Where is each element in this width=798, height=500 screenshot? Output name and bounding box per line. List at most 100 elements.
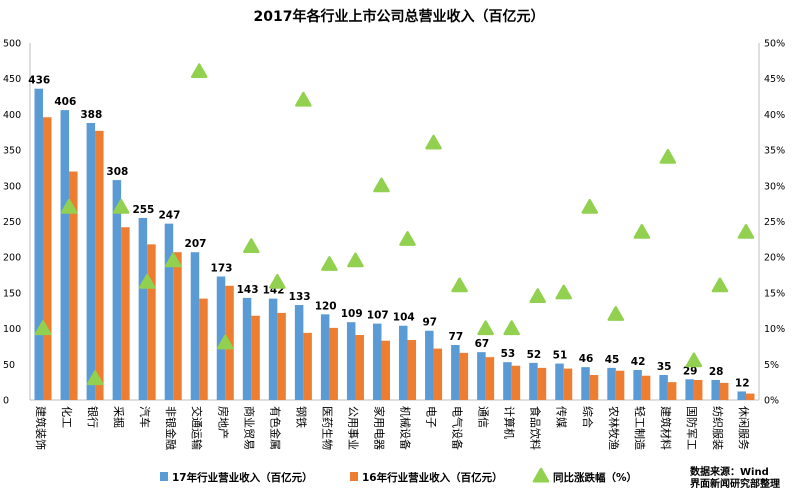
bar-2016 bbox=[173, 252, 182, 400]
x-tick-label: 纺织服装 bbox=[711, 406, 725, 450]
bar-2017 bbox=[190, 252, 200, 400]
growth-marker bbox=[737, 223, 755, 239]
data-label: 53 bbox=[501, 348, 516, 360]
growth-marker bbox=[425, 134, 442, 150]
growth-marker bbox=[269, 273, 286, 289]
growth-marker bbox=[529, 288, 546, 303]
growth-marker bbox=[555, 284, 572, 300]
growth-marker bbox=[685, 352, 703, 368]
growth-marker bbox=[659, 148, 677, 164]
growth-marker bbox=[295, 91, 312, 107]
growth-marker bbox=[138, 273, 156, 289]
y-right-tick-label: 50% bbox=[764, 39, 785, 50]
y-right-tick-label: 0% bbox=[764, 396, 779, 407]
y-right-tick-label: 10% bbox=[764, 324, 785, 335]
data-label: 173 bbox=[211, 262, 233, 274]
data-label: 308 bbox=[106, 166, 128, 178]
data-label: 207 bbox=[185, 238, 207, 250]
y-left-tick-label: 300 bbox=[3, 181, 21, 192]
bar-2016 bbox=[641, 375, 651, 400]
chart-title: 2017年各行业上市公司总营业收入（百亿元） bbox=[253, 9, 545, 25]
bar-2016 bbox=[147, 244, 156, 400]
y-right-tick-label: 45% bbox=[764, 74, 785, 85]
y-right-tick-label: 25% bbox=[764, 217, 785, 228]
x-tick-label: 房地产 bbox=[216, 406, 230, 439]
y-right-tick-label: 40% bbox=[764, 110, 785, 121]
growth-marker bbox=[112, 198, 130, 214]
growth-marker bbox=[581, 198, 599, 214]
growth-marker bbox=[243, 238, 260, 253]
bar-2016 bbox=[381, 340, 390, 400]
y-right-tick-label: 15% bbox=[764, 288, 785, 299]
growth-marker bbox=[451, 277, 468, 293]
growth-marker bbox=[711, 277, 729, 293]
bar-2017 bbox=[216, 276, 226, 400]
growth-marker bbox=[373, 177, 390, 193]
bar-2017 bbox=[294, 305, 304, 400]
bar-2017 bbox=[529, 362, 538, 400]
growth-marker bbox=[399, 231, 416, 246]
data-label: 104 bbox=[393, 312, 415, 324]
growth-marker bbox=[217, 334, 234, 350]
x-tick-label: 食品饮料 bbox=[529, 406, 543, 450]
bar-2017 bbox=[34, 88, 44, 401]
bar-2017 bbox=[737, 391, 746, 400]
bar-2016 bbox=[719, 382, 729, 400]
bar-2016 bbox=[329, 327, 338, 400]
bar-2016 bbox=[667, 382, 677, 400]
x-tick-label: 建筑材料 bbox=[659, 406, 673, 450]
x-tick-label: 建筑装饰 bbox=[34, 406, 48, 450]
bar-2016 bbox=[199, 298, 208, 400]
y-right-tick-label: 5% bbox=[764, 360, 779, 371]
x-tick-label: 机械设备 bbox=[399, 406, 413, 450]
x-tick-label: 交通运输 bbox=[190, 406, 204, 450]
y-right-tick-label: 20% bbox=[764, 253, 785, 264]
x-tick-label: 轻工制造 bbox=[633, 406, 647, 450]
bar-2016 bbox=[121, 227, 130, 400]
legend-marker-growth bbox=[532, 467, 550, 483]
data-label: 12 bbox=[735, 377, 750, 389]
y-left-tick-label: 400 bbox=[3, 110, 21, 121]
x-tick-label: 休闲服务 bbox=[737, 406, 751, 450]
y-left-tick-label: 250 bbox=[3, 217, 21, 228]
data-label: 247 bbox=[158, 210, 180, 222]
bar-2017 bbox=[138, 217, 148, 400]
legend-label-2017: 17年行业营业收入（百亿元） bbox=[172, 471, 313, 484]
x-tick-label: 电子 bbox=[425, 406, 438, 428]
bar-2016 bbox=[563, 368, 573, 400]
bar-2016 bbox=[277, 312, 286, 400]
bar-2016 bbox=[95, 130, 104, 400]
growth-marker bbox=[164, 252, 182, 268]
data-label: 29 bbox=[683, 365, 698, 377]
data-label: 35 bbox=[657, 361, 672, 373]
data-label: 97 bbox=[422, 317, 437, 329]
bar-2016 bbox=[459, 352, 469, 400]
data-label: 42 bbox=[631, 356, 646, 368]
source-note-line2: 界面新闻研究部整理 bbox=[690, 479, 780, 490]
source-note-line1: 数据来源：Wind bbox=[690, 467, 769, 478]
bar-2016 bbox=[43, 117, 52, 401]
growth-marker bbox=[633, 223, 651, 239]
bar-2016 bbox=[407, 340, 417, 400]
x-tick-label: 采掘 bbox=[112, 406, 126, 428]
bar-2016 bbox=[511, 365, 521, 400]
bar-2016 bbox=[745, 393, 755, 400]
data-label: 109 bbox=[341, 308, 363, 320]
bar-2017 bbox=[503, 362, 512, 400]
bar-2017 bbox=[320, 314, 330, 400]
bar-2017 bbox=[372, 323, 382, 400]
data-label: 51 bbox=[553, 350, 568, 362]
x-tick-label: 公用事业 bbox=[346, 406, 359, 450]
x-tick-label: 商业贸易 bbox=[242, 406, 256, 450]
x-tick-label: 汽车 bbox=[138, 406, 152, 428]
data-label: 436 bbox=[28, 75, 50, 87]
bar-2017 bbox=[581, 367, 590, 400]
data-label: 388 bbox=[80, 109, 102, 121]
growth-marker bbox=[60, 198, 78, 214]
bar-2017 bbox=[685, 379, 694, 400]
x-tick-label: 家用电器 bbox=[372, 406, 386, 450]
x-tick-label: 银行 bbox=[86, 406, 100, 428]
bar-2017 bbox=[633, 370, 642, 400]
legend-label-growth: 同比涨跌幅（%） bbox=[553, 471, 637, 484]
